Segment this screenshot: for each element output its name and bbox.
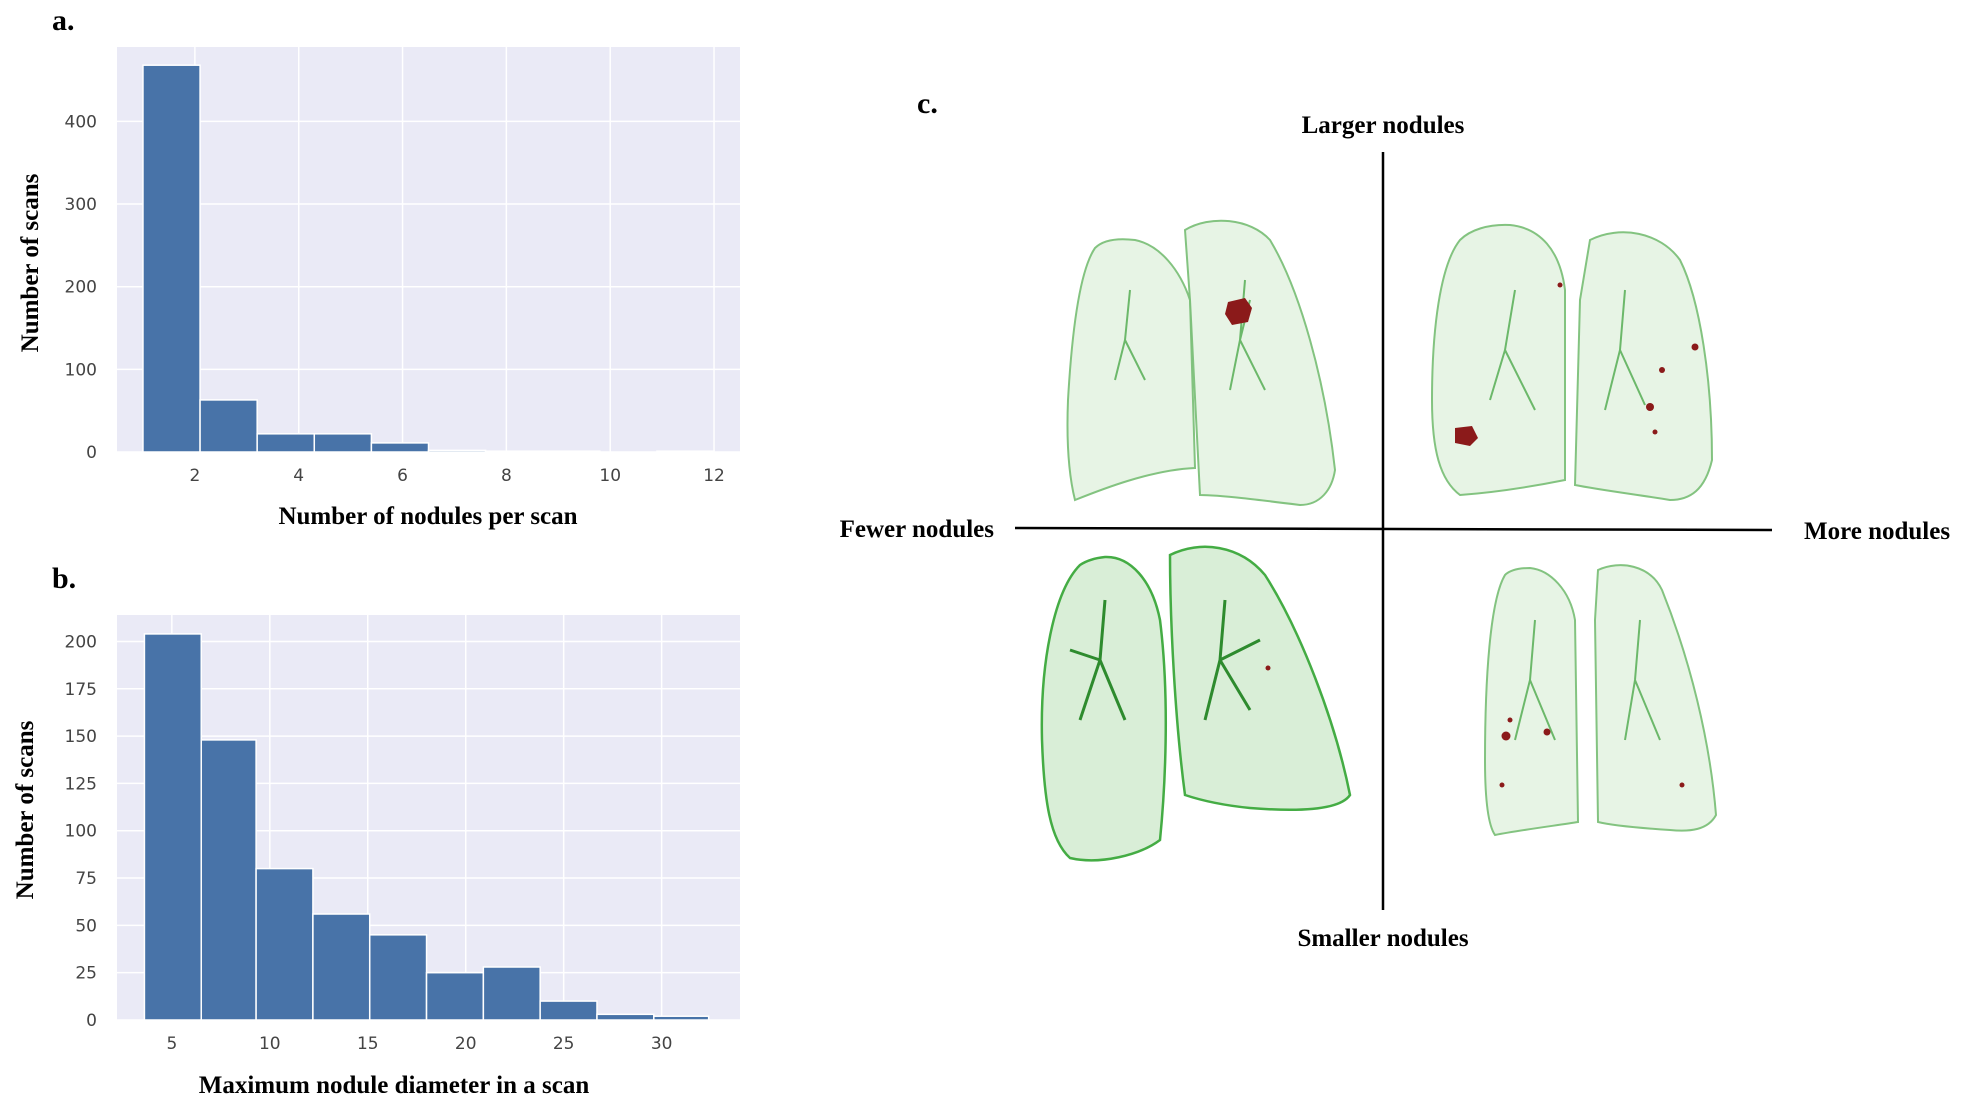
panel-a-label: a. — [52, 4, 75, 37]
lung-render-bottom-left-icon — [1040, 545, 1352, 862]
histogram-bar — [313, 433, 373, 453]
x-tick-label: 30 — [651, 1034, 673, 1054]
histogram-bar — [484, 450, 544, 453]
plot-area-a — [117, 47, 740, 452]
lung-render-top-left-icon — [1066, 219, 1337, 507]
histogram-bar — [199, 399, 258, 453]
histogram-bar — [427, 449, 487, 453]
y-tick-label: 0 — [86, 443, 97, 463]
panel-b-label: b. — [52, 562, 76, 595]
histogram-bar — [541, 450, 601, 453]
bars-a — [142, 64, 715, 453]
histogram-a: 2 4 6 8 10 12 0 100 200 300 400 Number of nodules… — [17, 47, 740, 530]
y-tick-label: 25 — [75, 964, 97, 984]
quadrant-diagram: Larger nodules Smaller nodules Fewer nod… — [840, 112, 1951, 952]
x-ticks-b: 5 10 15 20 25 30 — [166, 1034, 672, 1054]
x-axis-title-b: Maximum nodule diameter in a scan — [199, 1072, 590, 1099]
histogram-bar — [312, 913, 371, 1021]
horizontal-axis-line — [1014, 526, 1773, 532]
y-tick-label: 75 — [75, 869, 97, 889]
y-axis-title-a: Number of scans — [17, 173, 44, 352]
histogram-bar — [143, 633, 202, 1021]
x-axis-title-a: Number of nodules per scan — [278, 503, 577, 530]
histogram-bar — [482, 966, 541, 1021]
bars-b — [143, 633, 710, 1021]
label-smaller-nodules: Smaller nodules — [1297, 925, 1468, 952]
y-tick-label: 300 — [65, 195, 97, 215]
y-tick-label: 175 — [65, 680, 97, 700]
histogram-bar — [596, 1013, 655, 1021]
y-tick-label: 125 — [65, 774, 97, 794]
x-tick-label: 4 — [293, 466, 304, 486]
lung-render-bottom-right-icon — [1483, 564, 1718, 837]
histogram-bar — [255, 867, 314, 1021]
y-tick-label: 150 — [65, 727, 97, 747]
histogram-bar — [370, 442, 430, 453]
histogram-bar — [425, 971, 485, 1021]
label-fewer-nodules: Fewer nodules — [840, 516, 995, 543]
x-tick-label: 10 — [599, 466, 621, 486]
y-tick-label: 0 — [86, 1011, 97, 1031]
y-tick-label: 50 — [75, 916, 97, 936]
histogram-bar — [368, 934, 428, 1021]
y-ticks-a: 0 100 200 300 400 — [65, 112, 97, 463]
histogram-bar — [653, 1015, 710, 1021]
x-tick-label: 15 — [357, 1034, 379, 1054]
panel-c-label: c. — [917, 87, 938, 120]
y-tick-label: 100 — [65, 360, 97, 380]
x-tick-label: 25 — [553, 1034, 575, 1054]
label-larger-nodules: Larger nodules — [1302, 112, 1465, 139]
y-ticks-b: 0 25 50 75 100 125 150 175 200 — [65, 632, 97, 1031]
histogram-bar — [256, 433, 316, 453]
histogram-bar — [656, 450, 715, 453]
y-tick-label: 200 — [65, 632, 97, 652]
x-tick-label: 6 — [397, 466, 408, 486]
label-more-nodules: More nodules — [1804, 518, 1950, 545]
x-tick-label: 10 — [259, 1034, 281, 1054]
y-tick-label: 100 — [65, 822, 97, 842]
histogram-bar — [200, 739, 257, 1021]
histogram-b: 5 10 15 20 25 30 0 25 50 75 100 125 150 175 200 Maxim… — [12, 615, 740, 1099]
lung-render-top-right-icon — [1430, 223, 1714, 502]
y-axis-title-b: Number of scans — [12, 720, 39, 899]
x-tick-label: 8 — [501, 466, 512, 486]
y-tick-label: 200 — [65, 278, 97, 298]
x-tick-label: 12 — [703, 466, 725, 486]
histogram-bar — [539, 1000, 598, 1021]
x-ticks-a: 2 4 6 8 10 12 — [189, 466, 724, 486]
y-tick-label: 400 — [65, 112, 97, 132]
histogram-bar — [142, 64, 201, 453]
x-tick-label: 5 — [166, 1034, 177, 1054]
x-tick-label: 2 — [189, 466, 200, 486]
x-tick-label: 20 — [455, 1034, 477, 1054]
